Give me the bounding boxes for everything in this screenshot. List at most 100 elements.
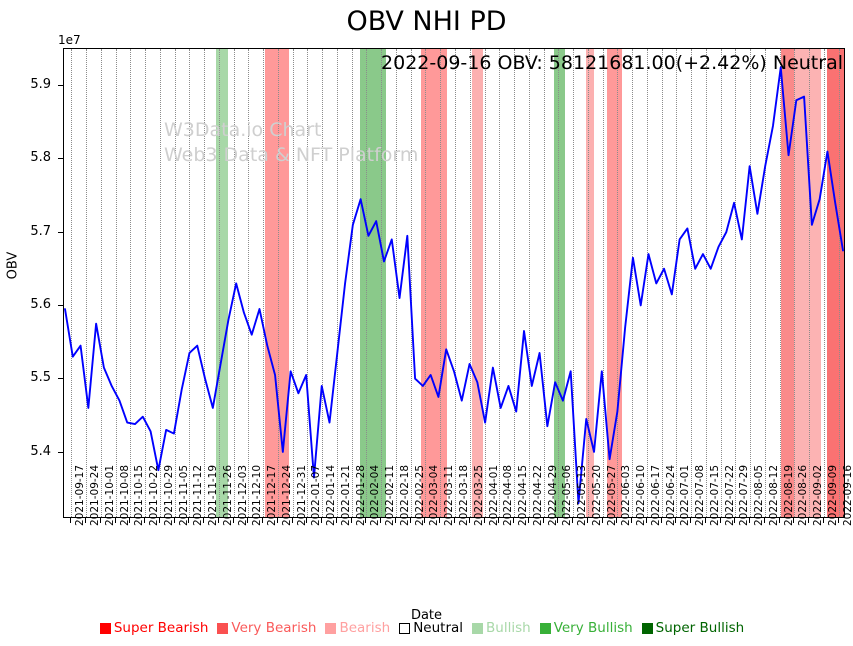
- grid-line: [263, 49, 265, 517]
- x-axis-tick-label: 2022-06-17: [649, 464, 662, 526]
- legend-item[interactable]: Super Bullish: [641, 620, 744, 636]
- x-axis-tick: [439, 518, 441, 523]
- grid-line: [145, 49, 147, 517]
- x-axis-tick: [483, 518, 485, 523]
- x-axis-tick: [365, 518, 367, 523]
- legend-item[interactable]: Bearish: [325, 620, 390, 636]
- x-axis-tick-label: 2022-08-05: [753, 464, 766, 526]
- grid-line: [204, 49, 206, 517]
- legend-swatch-icon: [472, 622, 484, 634]
- legend-swatch-icon: [399, 622, 411, 634]
- grid-line: [794, 49, 796, 517]
- legend-item[interactable]: Super Bearish: [99, 620, 208, 636]
- x-axis-tick: [763, 518, 765, 523]
- x-axis-tick: [380, 518, 382, 523]
- x-axis-tick-label: 2022-05-06: [561, 464, 574, 526]
- x-axis-tick-label: 2022-01-07: [310, 464, 323, 526]
- grid-lines: [64, 49, 844, 517]
- x-axis-tick-label: 2022-02-04: [369, 464, 382, 526]
- x-axis-tick-label: 2021-10-08: [118, 464, 131, 526]
- grid-line: [336, 49, 338, 517]
- x-axis-tick-label: 2022-01-28: [354, 464, 367, 526]
- signal-band: [553, 49, 565, 517]
- signal-band: [826, 49, 844, 517]
- signal-bands: [64, 49, 844, 517]
- x-axis-tick: [513, 518, 515, 523]
- plot-area: W3Data.io Chart Web3 Data & NFT Platform: [63, 48, 845, 518]
- x-axis-tick-label: 2022-09-02: [812, 464, 825, 526]
- x-axis-tick: [203, 518, 205, 523]
- x-axis-tick-label: 2021-10-22: [148, 464, 161, 526]
- x-axis-tick: [85, 518, 87, 523]
- x-axis-tick: [822, 518, 824, 523]
- x-axis-tick-label: 2022-02-25: [413, 464, 426, 526]
- grid-line: [71, 49, 73, 517]
- y-axis-tick-label: 5.9: [30, 76, 51, 92]
- legend-swatch-icon: [325, 622, 337, 634]
- legend-label: Neutral: [413, 620, 464, 636]
- x-axis-tick-label: 2022-04-01: [487, 464, 500, 526]
- x-axis-label: Date: [410, 608, 443, 623]
- x-axis-tick-label: 2022-09-09: [826, 464, 839, 526]
- grid-line: [705, 49, 707, 517]
- x-axis-tick-label: 2022-05-20: [590, 464, 603, 526]
- x-axis-tick-label: 2022-04-22: [531, 464, 544, 526]
- x-axis-tick: [749, 518, 751, 523]
- y-axis-tick-label: 5.8: [30, 150, 51, 166]
- x-axis-tick-label: 2022-03-18: [458, 464, 470, 526]
- grid-line: [499, 49, 501, 517]
- x-axis-tick: [262, 518, 264, 523]
- x-axis-tick: [557, 518, 559, 523]
- grid-line: [602, 49, 604, 517]
- grid-line: [750, 49, 752, 517]
- x-axis-tick: [616, 518, 618, 523]
- x-axis-tick: [173, 518, 175, 523]
- y-axis-tick: [58, 451, 63, 453]
- x-axis-tick-label: 2022-01-21: [339, 464, 352, 526]
- x-axis-tick: [645, 518, 647, 523]
- x-axis-tick: [498, 518, 500, 523]
- x-axis-tick-label: 2022-04-15: [517, 464, 530, 526]
- legend-item[interactable]: Neutral: [399, 620, 463, 636]
- x-axis-tick-label: 2022-07-01: [679, 464, 692, 526]
- x-axis-tick: [542, 518, 544, 523]
- x-axis-tick: [276, 518, 278, 523]
- grid-line: [410, 49, 412, 517]
- grid-line: [558, 49, 560, 517]
- x-axis-tick: [70, 518, 72, 523]
- x-axis-tick: [424, 518, 426, 523]
- grid-line: [233, 49, 235, 517]
- legend-item[interactable]: Very Bearish: [217, 620, 316, 636]
- x-axis-tick-label: 2021-12-31: [295, 464, 308, 526]
- x-axis-tick-label: 2022-07-15: [708, 464, 721, 526]
- x-axis-tick-label: 2021-11-19: [207, 464, 220, 526]
- x-axis-tick: [350, 518, 352, 523]
- x-axis-tick-label: 2021-12-10: [251, 464, 264, 526]
- x-axis-tick: [409, 518, 411, 523]
- grid-line: [159, 49, 161, 517]
- x-axis-tick-label: 2021-11-05: [177, 464, 190, 526]
- y-axis-label: OBV: [5, 251, 21, 280]
- x-axis-tick-label: 2021-12-24: [280, 464, 293, 526]
- x-axis-tick: [675, 518, 677, 523]
- grid-line: [514, 49, 516, 517]
- grid-line: [130, 49, 132, 517]
- legend-item[interactable]: Very Bullish: [539, 620, 633, 636]
- legend-swatch-icon: [217, 622, 229, 634]
- legend: Super Bearish Very Bearish Bearish Neutral B…: [0, 620, 853, 636]
- legend-label: Very Bullish: [553, 620, 633, 636]
- grid-line: [277, 49, 279, 517]
- signal-band: [216, 49, 228, 517]
- grid-line: [455, 49, 456, 517]
- signal-band: [471, 49, 483, 517]
- x-axis-tick-label: 2021-11-26: [221, 464, 234, 526]
- y-axis-tick: [58, 378, 63, 380]
- y-axis-tick: [58, 158, 63, 160]
- x-axis-tick: [601, 518, 603, 523]
- legend-item[interactable]: Bullish: [472, 620, 531, 636]
- x-axis-tick-label: 2022-07-29: [738, 464, 751, 526]
- x-axis-tick: [129, 518, 131, 523]
- grid-line: [823, 49, 825, 517]
- x-axis-tick-label: 2022-01-14: [325, 464, 338, 526]
